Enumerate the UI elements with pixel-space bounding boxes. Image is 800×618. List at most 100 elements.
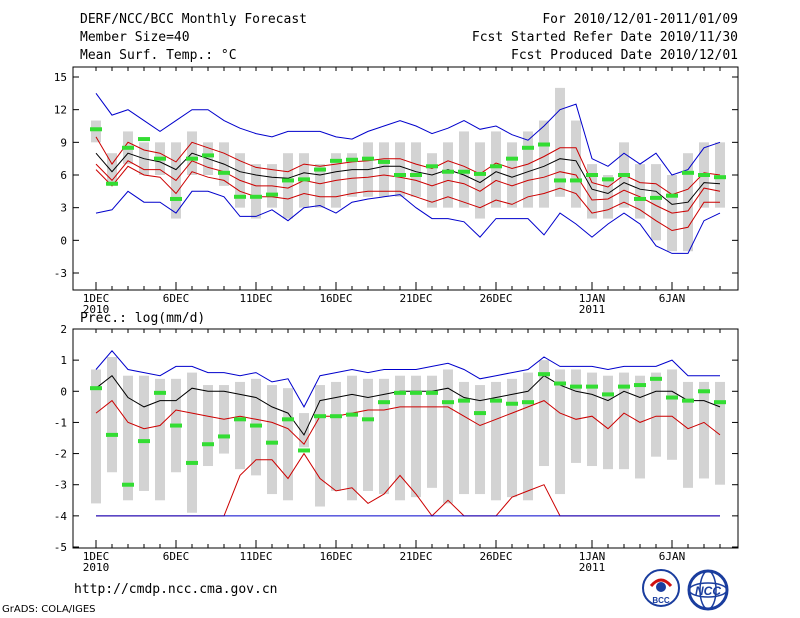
- observed-marker: [682, 170, 694, 175]
- ensemble-box: [379, 142, 389, 197]
- ensemble-box: [555, 87, 565, 197]
- ensemble-box: [539, 120, 549, 208]
- observed-marker: [138, 137, 150, 142]
- observed-marker: [330, 414, 342, 419]
- ensemble-box: [507, 378, 517, 498]
- chart-title: DERF/NCC/BCC Monthly Forecast: [80, 12, 307, 27]
- ensemble-box: [123, 375, 133, 501]
- ensemble-box: [571, 120, 581, 208]
- ensemble-box: [347, 375, 357, 501]
- observed-marker: [266, 440, 278, 445]
- series-line-mean: [95, 399, 721, 446]
- ensemble-box: [459, 131, 469, 208]
- series-line-max: [95, 350, 720, 408]
- ensemble-box: [683, 381, 693, 488]
- ensemble-box: [347, 153, 357, 197]
- observed-marker: [490, 164, 502, 169]
- ensemble-box: [475, 385, 485, 495]
- ensemble-box: [443, 142, 453, 208]
- y-tick-label: 15: [54, 71, 67, 84]
- ensemble-box: [251, 164, 261, 219]
- y-tick-label: -3: [54, 479, 67, 492]
- ensemble-box: [475, 142, 485, 219]
- y-tick-label: -4: [54, 510, 68, 523]
- observed-marker: [186, 156, 198, 161]
- observed-marker: [506, 156, 518, 161]
- ensemble-box: [491, 131, 501, 208]
- y-tick-label: -3: [54, 267, 67, 280]
- x-tick-label: 1JAN: [579, 550, 606, 563]
- observed-marker: [666, 193, 678, 198]
- observed-marker: [362, 156, 374, 161]
- observed-marker: [250, 423, 262, 428]
- observed-marker: [346, 412, 358, 417]
- observed-marker: [250, 194, 262, 199]
- observed-marker: [218, 170, 230, 175]
- observed-marker: [186, 460, 198, 465]
- ensemble-box: [715, 381, 725, 485]
- observed-marker: [234, 417, 246, 422]
- observed-marker: [586, 384, 598, 389]
- ensemble-box: [651, 164, 661, 241]
- observed-marker: [522, 400, 534, 405]
- observed-marker: [170, 196, 182, 201]
- ensemble-box: [395, 142, 405, 197]
- y-tick-label: 9: [60, 136, 67, 149]
- observed-marker: [234, 194, 246, 199]
- grads-credit: GrADS: COLA/IGES: [2, 604, 96, 615]
- ensemble-box: [315, 164, 325, 208]
- observed-marker: [410, 390, 422, 395]
- observed-marker: [426, 390, 438, 395]
- y-tick-label: 2: [60, 323, 67, 336]
- observed-marker: [170, 423, 182, 428]
- ensemble-box: [395, 375, 405, 501]
- observed-marker: [570, 178, 582, 183]
- ensemble-box: [411, 142, 421, 197]
- observed-marker: [394, 390, 406, 395]
- observed-marker: [714, 400, 726, 405]
- ensemble-box: [283, 153, 293, 219]
- bcc-logo: BCC: [642, 569, 680, 607]
- y-tick-label: 0: [60, 385, 67, 398]
- observed-marker: [346, 157, 358, 162]
- y-tick-label: -1: [54, 416, 67, 429]
- source-url[interactable]: http://cmdp.ncc.cma.gov.cn: [74, 582, 278, 597]
- observed-marker: [714, 175, 726, 180]
- y-tick-label: 3: [60, 202, 67, 215]
- observed-marker: [538, 142, 550, 147]
- ensemble-box: [459, 381, 469, 495]
- y-tick-label: -2: [54, 448, 67, 461]
- ensemble-box: [491, 381, 501, 501]
- x-tick-label: 16DEC: [319, 292, 352, 305]
- x-tick-label: 11DEC: [239, 550, 272, 563]
- observed-marker: [218, 434, 230, 439]
- observed-marker: [282, 178, 294, 183]
- observed-marker: [378, 400, 390, 405]
- ensemble-box: [523, 131, 533, 208]
- observed-marker: [698, 173, 710, 177]
- ensemble-box: [411, 375, 421, 498]
- observed-marker: [650, 195, 662, 200]
- observed-marker: [106, 432, 118, 437]
- observed-marker: [394, 173, 406, 177]
- x-tick-year-label: 2011: [579, 303, 606, 316]
- series-line-mean_lo: [95, 160, 721, 214]
- x-tick-label: 11DEC: [239, 292, 272, 305]
- observed-marker: [282, 417, 294, 422]
- observed-marker: [618, 384, 630, 389]
- series-line-median: [95, 152, 721, 205]
- x-tick-label: 6DEC: [163, 550, 190, 563]
- observed-marker: [106, 181, 118, 186]
- y-tick-label: -5: [54, 541, 67, 554]
- ensemble-box: [603, 175, 613, 219]
- ncc-logo: NCC: [687, 569, 729, 611]
- ensemble-box: [331, 381, 341, 491]
- observed-marker: [634, 383, 646, 388]
- observed-marker: [538, 372, 550, 377]
- observed-marker: [362, 417, 374, 422]
- y-tick-label: 6: [60, 169, 67, 182]
- observed-marker: [298, 448, 310, 453]
- ensemble-box: [427, 375, 437, 488]
